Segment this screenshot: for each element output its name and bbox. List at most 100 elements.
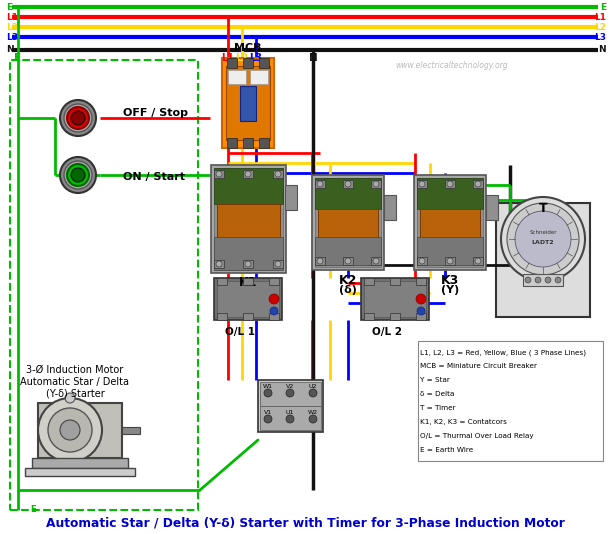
Bar xyxy=(315,178,381,209)
Circle shape xyxy=(515,211,571,267)
Bar xyxy=(473,257,483,265)
Bar xyxy=(258,380,323,432)
Bar xyxy=(32,458,128,468)
Bar xyxy=(217,281,279,317)
Circle shape xyxy=(286,415,294,423)
Circle shape xyxy=(71,111,85,125)
Bar xyxy=(228,70,246,84)
Circle shape xyxy=(38,398,102,462)
Text: E = Earth Wire: E = Earth Wire xyxy=(420,447,473,453)
Bar xyxy=(416,313,426,320)
Bar xyxy=(243,138,253,148)
Circle shape xyxy=(309,389,317,397)
Circle shape xyxy=(275,171,281,177)
Circle shape xyxy=(535,277,541,283)
Bar xyxy=(226,66,270,140)
Bar xyxy=(445,257,455,265)
Circle shape xyxy=(475,181,481,187)
Bar xyxy=(214,237,283,270)
Bar xyxy=(243,313,253,320)
Bar xyxy=(38,403,122,458)
Bar xyxy=(416,278,426,285)
Circle shape xyxy=(270,307,278,315)
Circle shape xyxy=(60,100,96,136)
Bar xyxy=(217,313,227,320)
Bar xyxy=(343,180,353,188)
Text: K1: K1 xyxy=(239,277,257,289)
Bar xyxy=(343,257,353,265)
Bar xyxy=(269,313,279,320)
Circle shape xyxy=(269,294,279,304)
Circle shape xyxy=(67,107,89,129)
Bar xyxy=(240,86,256,121)
Bar xyxy=(486,195,498,220)
Circle shape xyxy=(65,393,75,403)
Circle shape xyxy=(264,415,272,423)
Text: K3: K3 xyxy=(441,273,459,287)
Text: E: E xyxy=(600,3,606,12)
Text: Y = Star: Y = Star xyxy=(420,377,450,383)
Circle shape xyxy=(501,197,585,281)
Text: E: E xyxy=(6,3,12,12)
Bar xyxy=(417,257,427,265)
Text: δ = Delta: δ = Delta xyxy=(420,391,454,397)
Circle shape xyxy=(507,203,579,275)
Text: (δ): (δ) xyxy=(339,285,357,295)
Circle shape xyxy=(64,104,92,132)
Circle shape xyxy=(64,161,92,189)
Bar xyxy=(214,168,283,270)
Text: (Y): (Y) xyxy=(441,285,459,295)
Text: W2: W2 xyxy=(308,410,318,414)
Bar xyxy=(217,204,280,252)
Bar xyxy=(227,58,237,68)
Bar xyxy=(371,180,381,188)
Text: Automatic Star / Delta: Automatic Star / Delta xyxy=(21,377,129,387)
Circle shape xyxy=(555,277,561,283)
Bar xyxy=(523,274,563,286)
Bar xyxy=(384,195,396,220)
Bar xyxy=(122,427,140,434)
Bar xyxy=(259,138,269,148)
Circle shape xyxy=(417,307,425,315)
Bar xyxy=(285,185,297,210)
Circle shape xyxy=(545,277,551,283)
Text: L3: L3 xyxy=(249,53,262,63)
Circle shape xyxy=(60,157,96,193)
Bar xyxy=(364,281,426,317)
Bar xyxy=(390,313,400,320)
Circle shape xyxy=(245,171,251,177)
Text: N: N xyxy=(598,45,606,54)
Circle shape xyxy=(345,181,351,187)
Text: MCB = Miniature Circuit Breaker: MCB = Miniature Circuit Breaker xyxy=(420,363,537,369)
Bar xyxy=(361,278,429,320)
Bar xyxy=(259,58,269,68)
Text: L1: L1 xyxy=(594,12,606,21)
Text: L3: L3 xyxy=(6,33,18,42)
Bar xyxy=(496,203,590,317)
Circle shape xyxy=(245,261,251,267)
Bar xyxy=(25,468,135,476)
Circle shape xyxy=(525,277,531,283)
Bar xyxy=(273,170,283,178)
Text: MCB: MCB xyxy=(234,43,262,53)
Bar xyxy=(227,138,237,148)
Bar xyxy=(214,168,283,204)
Circle shape xyxy=(71,168,85,182)
Bar xyxy=(417,180,427,188)
Text: Automatic Star / Delta (Y-δ) Starter with Timer for 3-Phase Induction Motor: Automatic Star / Delta (Y-δ) Starter wit… xyxy=(46,516,564,530)
Bar xyxy=(364,313,374,320)
Text: L2: L2 xyxy=(6,22,18,32)
Circle shape xyxy=(67,164,89,186)
Text: L1: L1 xyxy=(221,53,234,63)
Text: V1: V1 xyxy=(264,410,272,414)
Circle shape xyxy=(419,258,425,264)
Bar xyxy=(417,237,483,265)
Circle shape xyxy=(317,181,323,187)
Bar xyxy=(364,278,374,285)
Bar xyxy=(315,178,381,267)
Bar xyxy=(414,175,486,270)
Bar xyxy=(217,278,227,285)
Bar xyxy=(371,257,381,265)
Bar xyxy=(318,209,378,250)
Text: Schneider: Schneider xyxy=(529,231,557,235)
